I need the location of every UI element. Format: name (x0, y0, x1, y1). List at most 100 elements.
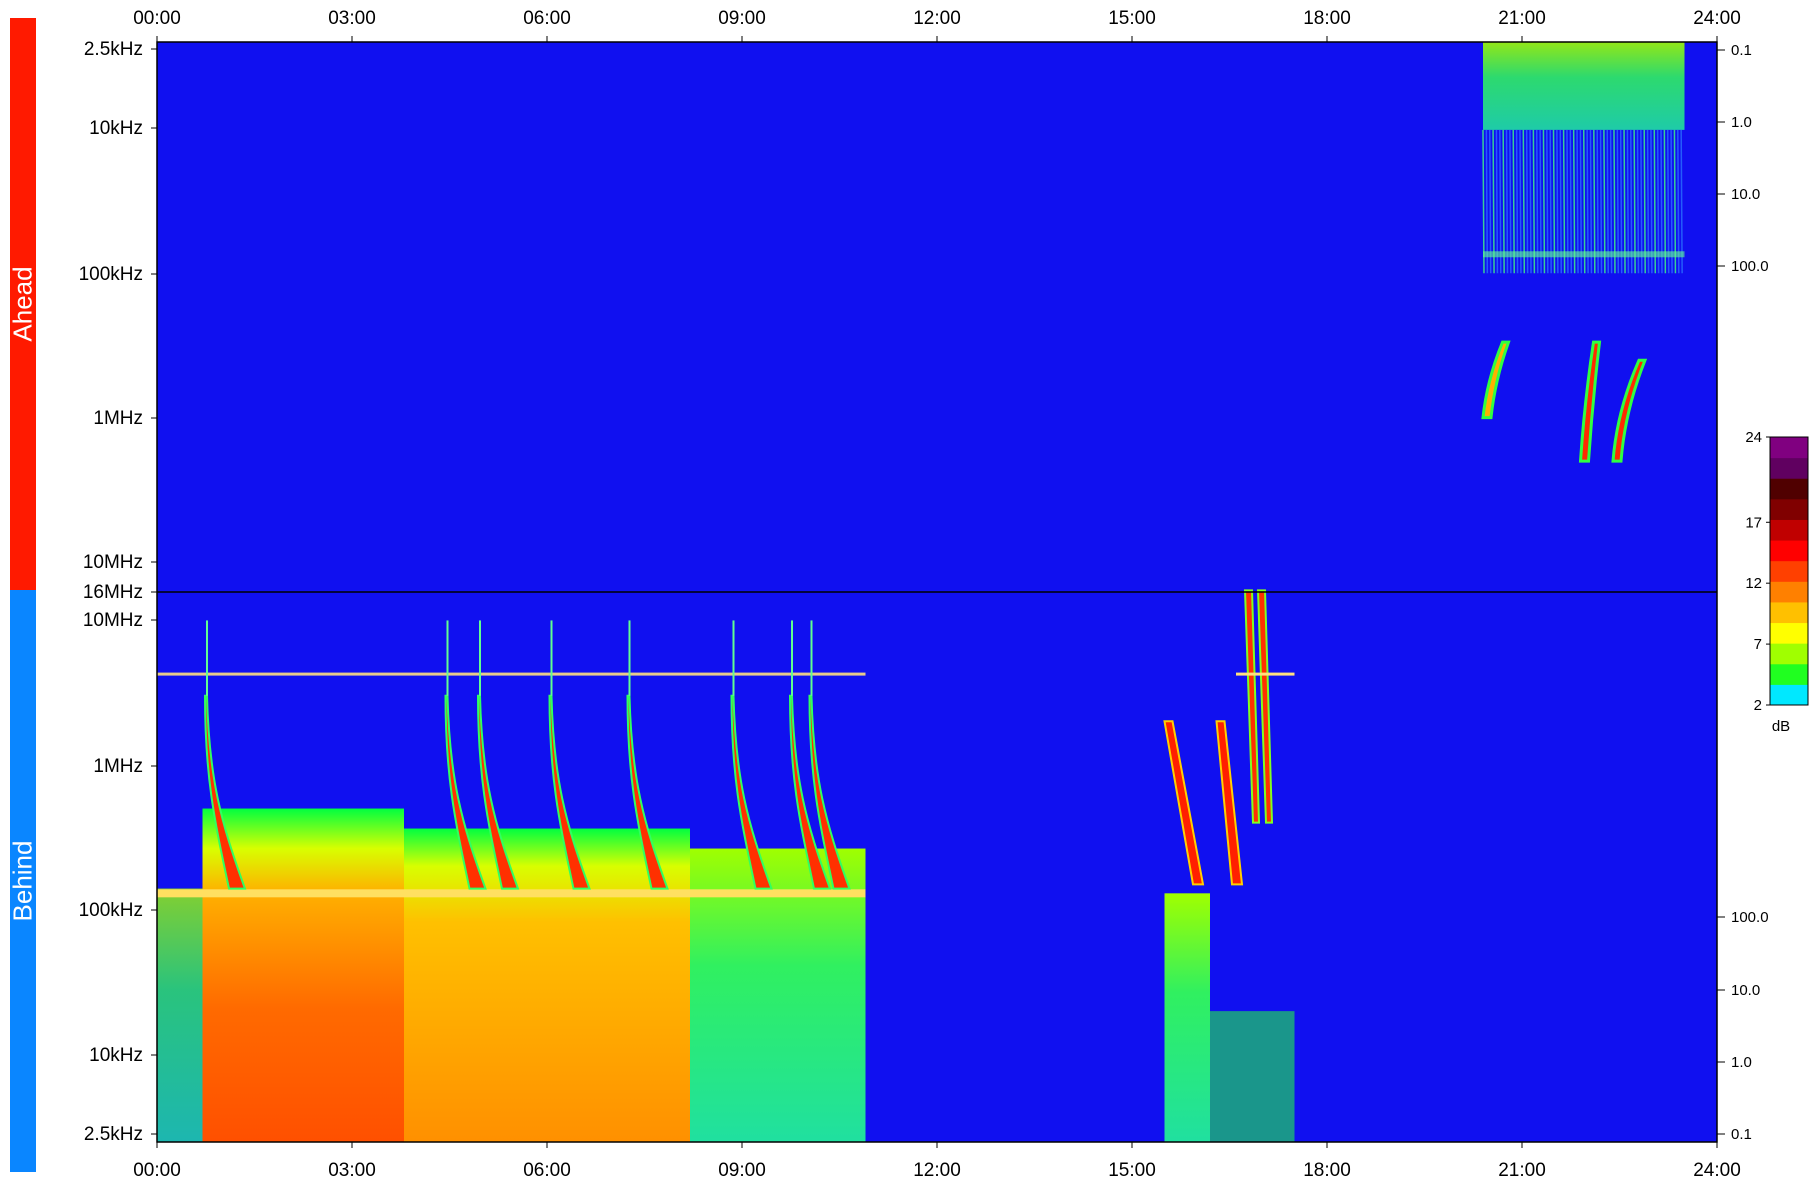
bottom-later-interference-line (1236, 672, 1295, 676)
top-activity-streak (1539, 129, 1542, 274)
colorbar-tick-label: 2 (1754, 697, 1762, 714)
type-iii-burst (203, 694, 247, 890)
top-activity-streak (1586, 129, 1589, 274)
type-iii-burst (444, 694, 487, 890)
colorbar-tick-label: 12 (1745, 575, 1762, 592)
colorbar-segment (1770, 478, 1808, 500)
top-activity-streak (1562, 129, 1566, 274)
colorbar-segment (1770, 498, 1808, 520)
top-activity-streak (1502, 129, 1505, 274)
top-activity-streak (1529, 129, 1532, 274)
colorbar-segment (1770, 519, 1808, 541)
top-activity-streak (1619, 129, 1623, 274)
top-activity-streak (1522, 129, 1526, 274)
colorbar-segment (1770, 643, 1808, 665)
top-activity-streak (1599, 129, 1603, 274)
bottom-later-block-tail (1210, 1011, 1295, 1142)
colorbar-frame (1769, 436, 1809, 706)
type-iii-burst (548, 694, 591, 890)
top-activity-streak (1485, 129, 1489, 274)
x-tick-label-top: 15:00 (1108, 8, 1156, 29)
top-activity-streak (1603, 129, 1606, 274)
top-activity-streak (1670, 129, 1673, 274)
top-activity-streak (1643, 129, 1646, 274)
x-tick-label-bottom: 06:00 (523, 1160, 571, 1181)
top-activity-streak (1525, 129, 1529, 274)
bottom-y-tick-label: 10MHz (83, 610, 143, 631)
top-activity-streak (1640, 129, 1643, 274)
colorbar-tick-label: 17 (1745, 514, 1762, 531)
top-activity-streak (1499, 129, 1502, 274)
x-tick-label-bottom: 09:00 (718, 1160, 766, 1181)
top-activity-streak (1656, 129, 1660, 274)
x-tick-label-top: 18:00 (1303, 8, 1351, 29)
x-tick-label-top: 21:00 (1498, 8, 1546, 29)
x-tick-label-top: 24:00 (1693, 8, 1741, 29)
top-activity-streak (1572, 129, 1576, 274)
bottom-y-tick-label: 2.5kHz (84, 1124, 143, 1145)
top-activity-streak (1546, 129, 1549, 274)
x-tick-label-top: 03:00 (328, 8, 376, 29)
top-activity-streak (1549, 129, 1552, 274)
top-activity-streak (1626, 129, 1630, 274)
top-activity-streak (1556, 129, 1559, 274)
top-y-tick-label: 10kHz (89, 118, 143, 139)
bottom-right-tick-label: 0.1 (1731, 1126, 1752, 1143)
top-drifting-burst (1611, 358, 1648, 463)
top-activity-streak (1606, 129, 1610, 274)
top-activity-streak (1519, 129, 1522, 274)
top-activity-streak (1552, 129, 1556, 274)
bottom-right-tick-label: 10.0 (1731, 982, 1760, 999)
top-activity-streak (1542, 129, 1546, 274)
colorbar-segment (1770, 663, 1808, 685)
top-activity-streak (1512, 129, 1515, 274)
colorbar-segment (1770, 540, 1808, 562)
top-activity-streak (1576, 129, 1579, 274)
top-activity-streak (1492, 129, 1495, 274)
colorbar-unit-label: dB (1772, 718, 1790, 735)
top-activity-streak (1636, 129, 1640, 274)
top-activity-streak (1630, 129, 1633, 274)
bottom-y-tick-label: 10kHz (89, 1045, 143, 1066)
top-activity-streak (1613, 129, 1616, 274)
x-tick-label-bottom: 00:00 (133, 1160, 181, 1181)
bottom-horizontal-line (157, 889, 866, 898)
x-tick-label-bottom: 24:00 (1693, 1160, 1741, 1181)
type-iii-burst (808, 694, 851, 890)
top-y-tick-label: 2.5kHz (84, 39, 143, 60)
top-activity-streak (1650, 129, 1653, 274)
top-activity-streak (1535, 129, 1539, 274)
top-activity-streak (1677, 129, 1680, 274)
top-activity-streak (1663, 129, 1667, 274)
type-iii-burst (476, 694, 520, 890)
colorbar-segment (1770, 560, 1808, 582)
x-tick-label-bottom: 12:00 (913, 1160, 961, 1181)
top-activity-streak (1596, 129, 1599, 274)
top-activity-streak (1488, 129, 1492, 274)
top-right-tick-label: 100.0 (1731, 258, 1769, 275)
x-tick-label-bottom: 21:00 (1498, 1160, 1546, 1181)
type-iii-burst (730, 694, 773, 890)
top-right-tick-label: 10.0 (1731, 186, 1760, 203)
top-activity-streak (1579, 129, 1583, 274)
bottom-broadband-late (579, 828, 690, 1142)
top-activity-streak (1646, 129, 1650, 274)
top-activity-streak (1593, 129, 1596, 274)
top-activity-band (1483, 251, 1685, 258)
colorbar-segment (1770, 622, 1808, 644)
top-activity-streak (1609, 129, 1613, 274)
type-iii-burst (788, 694, 832, 890)
x-tick-label-bottom: 15:00 (1108, 1160, 1156, 1181)
colorbar-tick-label: 7 (1754, 636, 1762, 653)
top-activity-streak (1566, 129, 1569, 274)
colorbar-segment (1770, 437, 1808, 459)
bottom-right-tick-label: 100.0 (1731, 909, 1769, 926)
bottom-later-burst (1256, 589, 1274, 824)
top-right-tick-label: 0.1 (1731, 42, 1752, 59)
top-activity-streak (1660, 129, 1663, 274)
bottom-right-tick-label: 1.0 (1731, 1054, 1752, 1071)
top-activity-streak (1482, 129, 1485, 274)
top-activity-streak (1673, 129, 1677, 274)
top-activity-streak (1623, 129, 1626, 274)
